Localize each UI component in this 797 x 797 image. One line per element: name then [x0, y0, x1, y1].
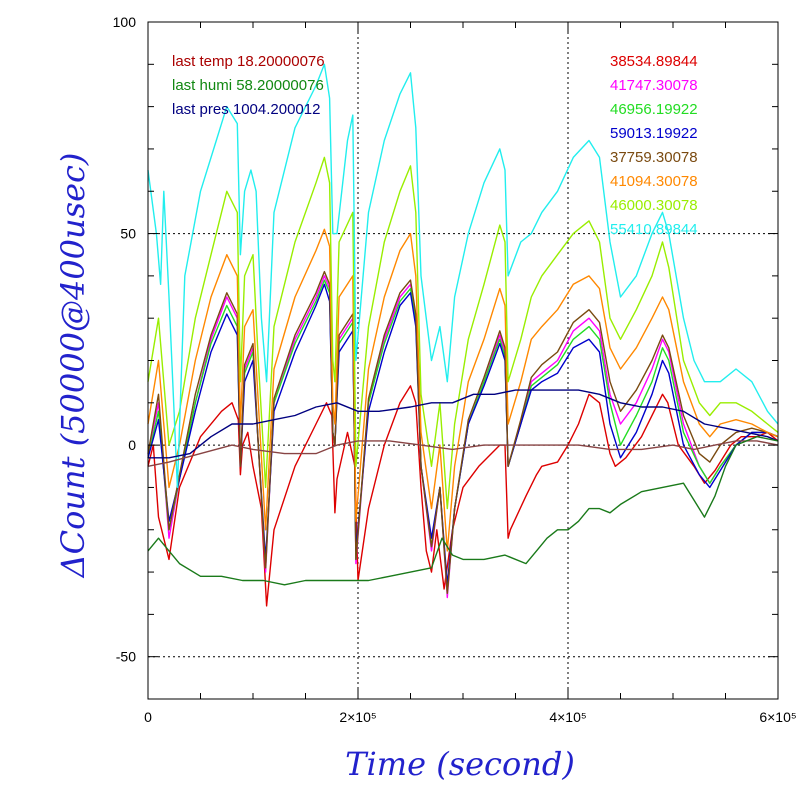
legend-entry: 55410.89844: [610, 221, 698, 238]
series-line-1: [147, 275, 779, 599]
series-line-7: [147, 63, 779, 489]
series-line-9: [148, 389, 779, 459]
y-axis-title: ΔCount (50000@400usec): [54, 153, 92, 580]
tick-labels: 100 50 0 -50 0 2×10⁵ 4×10⁵ 6×10⁵: [113, 14, 797, 725]
y-tick-label: 100: [113, 14, 137, 30]
series-group: [147, 63, 779, 607]
info-line: last pres 1004.200012: [172, 101, 320, 118]
series-line-4: [147, 270, 779, 594]
info-line: last temp 18.20000076: [172, 53, 325, 70]
series-line-10: [147, 436, 779, 586]
series-line-0: [147, 385, 779, 607]
series-line-3: [147, 283, 779, 586]
legend-entry: 38534.89844: [610, 53, 698, 70]
series-line-5: [147, 228, 779, 552]
legend-entry: 59013.19922: [610, 125, 698, 142]
info-line: last humi 58.20000076: [172, 77, 324, 94]
y-tick-label: 50: [120, 226, 136, 242]
minor-ticks: [147, 21, 779, 700]
x-tick-label: 4×10⁵: [549, 709, 586, 725]
legend-entry: 46956.19922: [610, 101, 698, 118]
series-line-8: [147, 440, 779, 467]
x-tick-label: 6×10⁵: [759, 709, 796, 725]
legend-entry: 41094.30078: [610, 173, 698, 190]
info-lines: last temp 18.20000076 last humi 58.200000…: [172, 53, 325, 118]
legend: 38534.89844 41747.30078 46956.19922 59013.1…: [610, 53, 698, 238]
legend-entry: 46000.30078: [610, 197, 698, 214]
x-tick-label: 0: [144, 709, 152, 725]
legend-entry: 41747.30078: [610, 77, 698, 94]
y-tick-label: 0: [128, 437, 136, 453]
x-tick-label: 2×10⁵: [339, 709, 376, 725]
series-line-6: [147, 156, 779, 510]
legend-entry: 37759.30078: [610, 149, 698, 166]
x-axis-title: Time (second): [345, 745, 575, 783]
y-tick-label: -50: [116, 649, 136, 665]
